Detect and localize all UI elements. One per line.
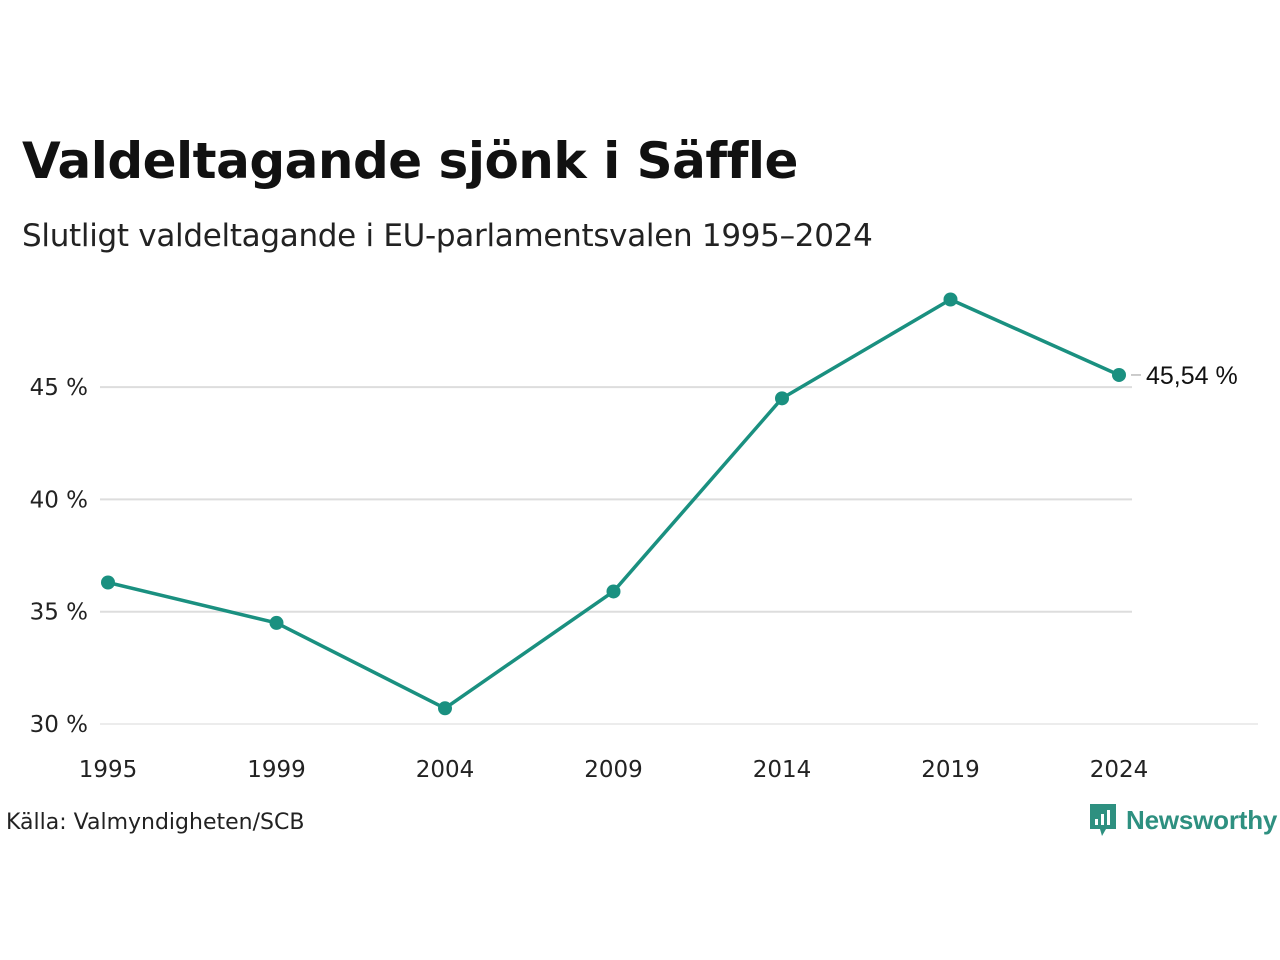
- data-point: [101, 575, 115, 590]
- source-note: Källa: Valmyndigheten/SCB: [6, 810, 305, 835]
- grid-lines: [100, 386, 1258, 725]
- data-series: 45,54 %: [101, 292, 1238, 716]
- x-tick-label: 2024: [1090, 757, 1149, 783]
- data-point: [775, 391, 789, 406]
- chart-subtitle: Slutligt valdeltagande i EU-parlamentsva…: [22, 218, 873, 254]
- data-point: [606, 584, 621, 599]
- newsworthy-logo: Newsworthy: [1088, 802, 1277, 838]
- newsworthy-logo-icon: [1090, 804, 1116, 836]
- end-value-label: 45,54 %: [1146, 362, 1238, 390]
- chart-title: Valdeltagande sjönk i Säffle: [22, 132, 798, 190]
- x-tick-label: 1995: [79, 757, 138, 783]
- data-point: [1112, 367, 1126, 382]
- x-tick-label: 2004: [416, 757, 475, 783]
- data-point: [943, 292, 958, 307]
- data-point: [269, 615, 284, 630]
- data-point: [438, 701, 452, 716]
- x-tick-label: 2009: [584, 757, 643, 783]
- x-tick-label: 2019: [921, 757, 980, 783]
- x-tick-label: 2014: [753, 757, 812, 783]
- y-tick-label: 30 %: [30, 712, 88, 738]
- y-tick-label: 40 %: [30, 487, 88, 513]
- series-line: [106, 297, 1121, 711]
- y-tick-label: 35 %: [30, 600, 88, 626]
- x-tick-label: 1999: [247, 757, 306, 783]
- y-tick-label: 45 %: [30, 375, 88, 401]
- brand-name: Newsworthy: [1126, 804, 1278, 835]
- axis-labels: 30 % 35 % 40 % 45 % 1995 1999 2004 2009 2014 2019…: [30, 375, 1149, 783]
